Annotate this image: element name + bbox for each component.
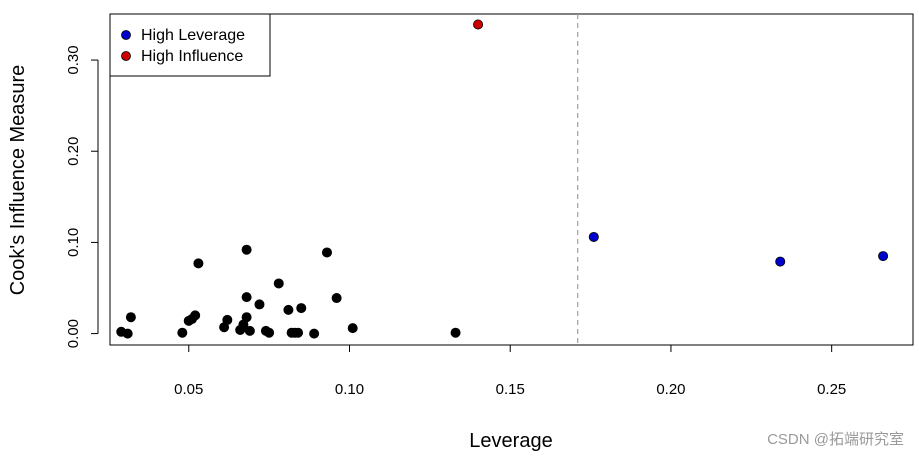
data-point xyxy=(193,258,204,269)
data-point xyxy=(296,303,307,314)
high-influence-point xyxy=(473,19,484,30)
data-point xyxy=(321,247,332,258)
y-tick-label: 0.00 xyxy=(65,319,82,348)
data-point xyxy=(254,299,265,310)
watermark: CSDN @拓端研究室 xyxy=(767,431,904,448)
x-tick-label: 0.15 xyxy=(496,381,525,398)
high-leverage-point xyxy=(775,256,786,267)
x-tick-label: 0.05 xyxy=(174,381,203,398)
x-tick-label: 0.10 xyxy=(335,381,364,398)
data-point xyxy=(122,328,133,339)
data-point xyxy=(222,314,233,325)
data-point xyxy=(309,328,320,339)
data-point xyxy=(241,292,252,303)
x-axis: 0.05 0.10 0.15 0.20 0.25 xyxy=(174,344,846,398)
y-axis: 0.00 0.10 0.20 0.30 xyxy=(65,45,99,348)
data-point xyxy=(293,327,304,338)
y-tick-label: 0.20 xyxy=(65,137,82,166)
x-tick-label: 0.20 xyxy=(656,381,685,398)
data-points xyxy=(116,19,889,339)
y-tick-label: 0.30 xyxy=(65,45,82,74)
data-point xyxy=(241,312,252,323)
legend-marker-high-influence xyxy=(121,51,131,61)
legend-box xyxy=(109,13,271,77)
data-point xyxy=(125,312,136,323)
data-point xyxy=(190,310,201,321)
data-point xyxy=(241,244,252,255)
legend-label-high-influence: High Influence xyxy=(141,48,243,65)
x-axis-title: Leverage xyxy=(469,430,552,452)
legend-marker-high-leverage xyxy=(121,30,131,40)
data-point xyxy=(177,327,188,338)
data-point xyxy=(347,323,358,334)
data-point xyxy=(244,325,255,336)
data-point xyxy=(273,278,284,289)
data-point xyxy=(283,304,294,315)
high-leverage-point xyxy=(878,251,889,262)
x-tick-label: 0.25 xyxy=(817,381,846,398)
data-point xyxy=(450,327,461,338)
y-axis-title: Cook's Influence Measure xyxy=(7,65,29,296)
legend-label-high-leverage: High Leverage xyxy=(141,27,245,44)
high-leverage-point xyxy=(588,231,599,242)
legend: High Leverage High Influence xyxy=(109,13,271,77)
y-tick-label: 0.10 xyxy=(65,228,82,257)
data-point xyxy=(264,327,275,338)
data-point xyxy=(331,293,342,304)
